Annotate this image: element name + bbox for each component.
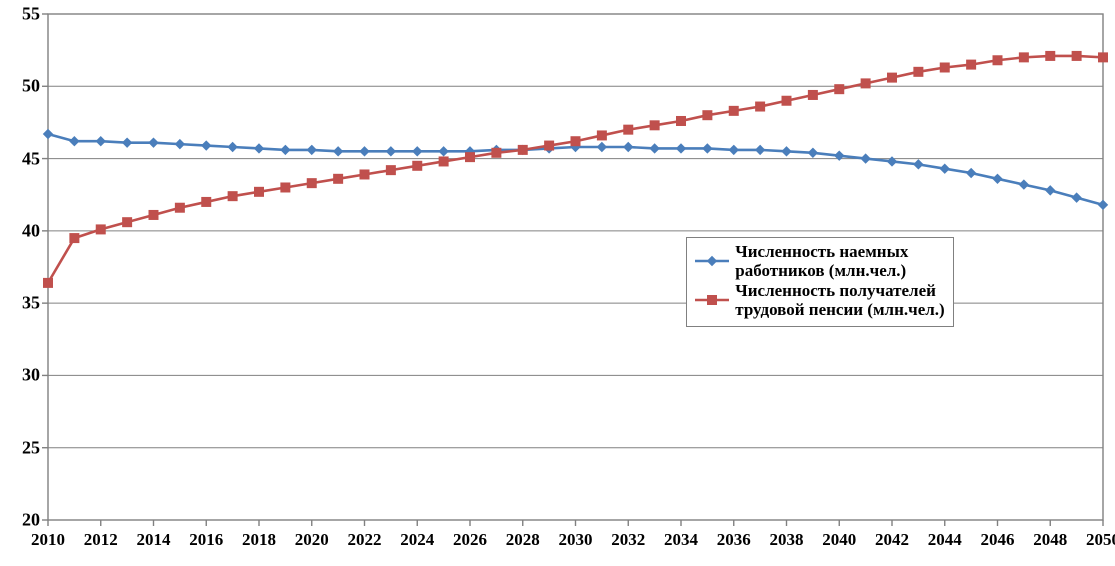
legend: Численность наемныхработников (млн.чел.)… xyxy=(686,237,953,327)
x-tick-label: 2024 xyxy=(400,530,434,550)
x-tick-label: 2040 xyxy=(822,530,856,550)
x-tick-label: 2034 xyxy=(664,530,698,550)
x-tick-label: 2022 xyxy=(348,530,382,550)
x-tick-label: 2012 xyxy=(84,530,118,550)
legend-label-line: Численность наемных xyxy=(735,242,908,262)
x-tick-label: 2046 xyxy=(981,530,1015,550)
legend-swatch-icon xyxy=(695,252,729,270)
x-tick-label: 2038 xyxy=(770,530,804,550)
x-tick-label: 2028 xyxy=(506,530,540,550)
legend-label-line: трудовой пенсии (млн.чел.) xyxy=(735,300,944,320)
legend-label: Численность наемныхработников (млн.чел.) xyxy=(735,242,908,281)
x-tick-label: 2042 xyxy=(875,530,909,550)
x-tick-label: 2048 xyxy=(1033,530,1067,550)
legend-item-workers: Численность наемныхработников (млн.чел.) xyxy=(695,242,944,281)
y-tick-label: 40 xyxy=(4,220,40,241)
legend-label-line: Численность получателей xyxy=(735,281,944,301)
y-tick-label: 30 xyxy=(4,365,40,386)
y-tick-label: 35 xyxy=(4,293,40,314)
x-tick-label: 2050 xyxy=(1086,530,1115,550)
x-tick-label: 2032 xyxy=(611,530,645,550)
x-tick-label: 2020 xyxy=(295,530,329,550)
y-tick-label: 45 xyxy=(4,148,40,169)
x-tick-label: 2044 xyxy=(928,530,962,550)
legend-label: Численность получателейтрудовой пенсии (… xyxy=(735,281,944,320)
legend-item-pensioners: Численность получателейтрудовой пенсии (… xyxy=(695,281,944,320)
x-tick-label: 2030 xyxy=(559,530,593,550)
y-tick-label: 20 xyxy=(4,510,40,531)
x-tick-label: 2014 xyxy=(137,530,171,550)
y-tick-label: 25 xyxy=(4,437,40,458)
x-tick-label: 2018 xyxy=(242,530,276,550)
line-chart: 20 25 30 35 40 45 50 55 2010 2012 2014 2016 2018 202… xyxy=(0,0,1115,566)
legend-swatch-icon xyxy=(695,291,729,309)
y-tick-label: 50 xyxy=(4,76,40,97)
y-tick-label: 55 xyxy=(4,4,40,25)
x-tick-label: 2036 xyxy=(717,530,751,550)
x-tick-label: 2010 xyxy=(31,530,65,550)
x-tick-label: 2016 xyxy=(189,530,223,550)
legend-label-line: работников (млн.чел.) xyxy=(735,261,908,281)
x-tick-label: 2026 xyxy=(453,530,487,550)
